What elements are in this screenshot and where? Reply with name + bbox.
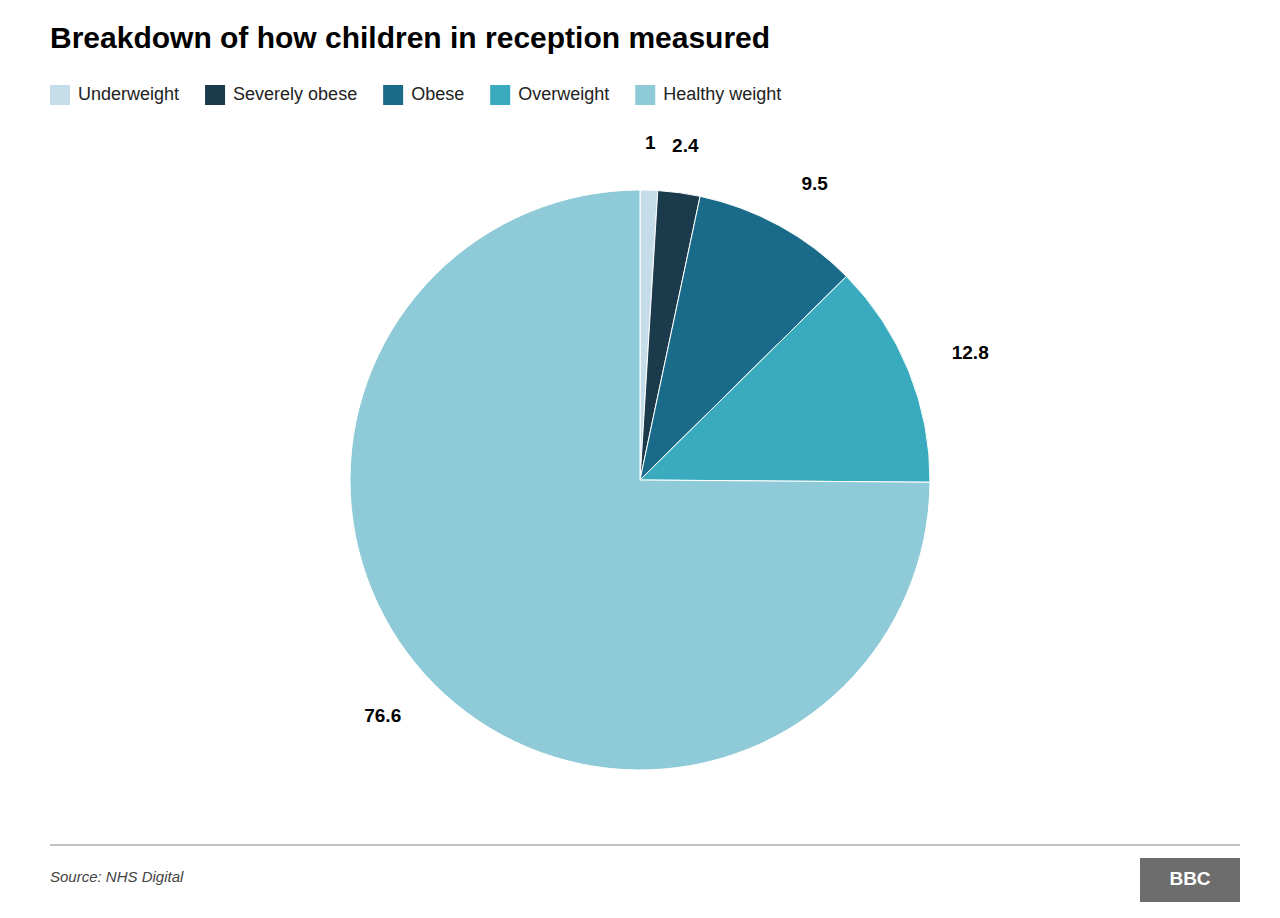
- legend-item: Overweight: [490, 84, 609, 105]
- data-label: 1: [645, 132, 656, 153]
- chart-root: Breakdown of how children in reception m…: [0, 0, 1280, 918]
- legend-item: Healthy weight: [635, 84, 781, 105]
- data-label: 12.8: [952, 342, 989, 363]
- legend-label: Obese: [411, 84, 464, 104]
- logo-box: [1140, 858, 1240, 902]
- legend-swatch: [205, 85, 225, 105]
- data-label: 76.6: [364, 705, 401, 726]
- pie-slice: [350, 190, 930, 770]
- separator: [50, 844, 1240, 845]
- legend-label: Severely obese: [233, 84, 357, 104]
- legend-swatch: [490, 85, 510, 105]
- legend: Underweight Severely obese Obese Overweight…: [50, 84, 781, 105]
- legend-item: Severely obese: [205, 84, 357, 105]
- legend-item: Underweight: [50, 84, 179, 105]
- legend-label: Underweight: [78, 84, 179, 104]
- legend-item: Obese: [383, 84, 464, 105]
- legend-label: Healthy weight: [663, 84, 781, 104]
- legend-swatch: [50, 85, 70, 105]
- legend-swatch: [383, 85, 403, 105]
- data-label: 2.4: [672, 135, 699, 156]
- logo-text: BBC: [1169, 868, 1210, 889]
- chart-title: Breakdown of how children in reception m…: [50, 21, 770, 54]
- source-note: Source: NHS Digital: [50, 868, 184, 885]
- data-label: 9.5: [801, 173, 828, 194]
- legend-swatch: [635, 85, 655, 105]
- legend-label: Overweight: [518, 84, 609, 104]
- pie: 1 2.4 9.5 12.8 76.6: [350, 132, 989, 770]
- pie-slice: [640, 276, 930, 482]
